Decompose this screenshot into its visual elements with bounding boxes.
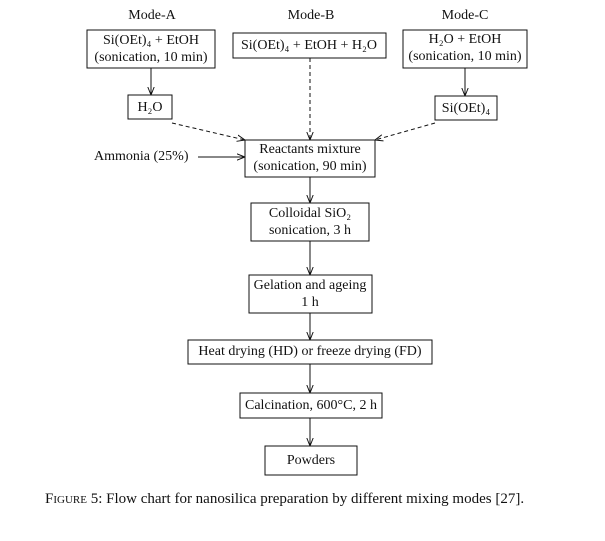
step-box (248, 274, 373, 314)
box-text: Si(OEt)₄ (442, 101, 491, 116)
step-box (250, 202, 370, 242)
box-text: sonication, 3 h (269, 223, 351, 238)
mode-label: Mode-A (128, 8, 176, 23)
box-text: Colloidal SiO₂ (269, 206, 351, 221)
box-text: Gelation and ageing (254, 278, 367, 293)
mode-box (232, 32, 387, 59)
box-text: H₂O (137, 100, 162, 115)
box-text: H₂O + EtOH (429, 32, 502, 47)
caption-label: Figure 5: (45, 491, 102, 507)
box-text: Powders (287, 453, 335, 468)
side-input-label: Ammonia (25%) (94, 149, 189, 164)
mode-box (86, 29, 216, 69)
box-text: (sonication, 10 min) (408, 49, 521, 64)
mode-label: Mode-B (288, 8, 335, 23)
box-text: Si(OEt)₄ + EtOH (103, 33, 199, 48)
dashed-arrow (375, 122, 436, 140)
caption-text: Flow chart for nanosilica preparation by… (106, 491, 524, 507)
box-text: (sonication, 10 min) (94, 50, 207, 65)
box-text: (sonication, 90 min) (253, 159, 366, 174)
box-text: Heat drying (HD) or freeze drying (FD) (198, 344, 421, 359)
box-text: Calcination, 600°C, 2 h (245, 398, 377, 413)
mode-label: Mode-C (442, 8, 489, 23)
caption: Figure 5: Flow chart for nanosilica prep… (45, 491, 524, 507)
intermediate-box (127, 94, 173, 120)
step-box (239, 392, 383, 419)
dashed-arrow (171, 122, 245, 140)
box-text: 1 h (301, 295, 319, 310)
mode-box (402, 29, 528, 69)
box-text: Reactants mixture (259, 142, 360, 157)
box-text: Si(OEt)₄ + EtOH + H₂O (241, 38, 377, 53)
intermediate-box (434, 95, 498, 121)
step-box (264, 445, 358, 476)
